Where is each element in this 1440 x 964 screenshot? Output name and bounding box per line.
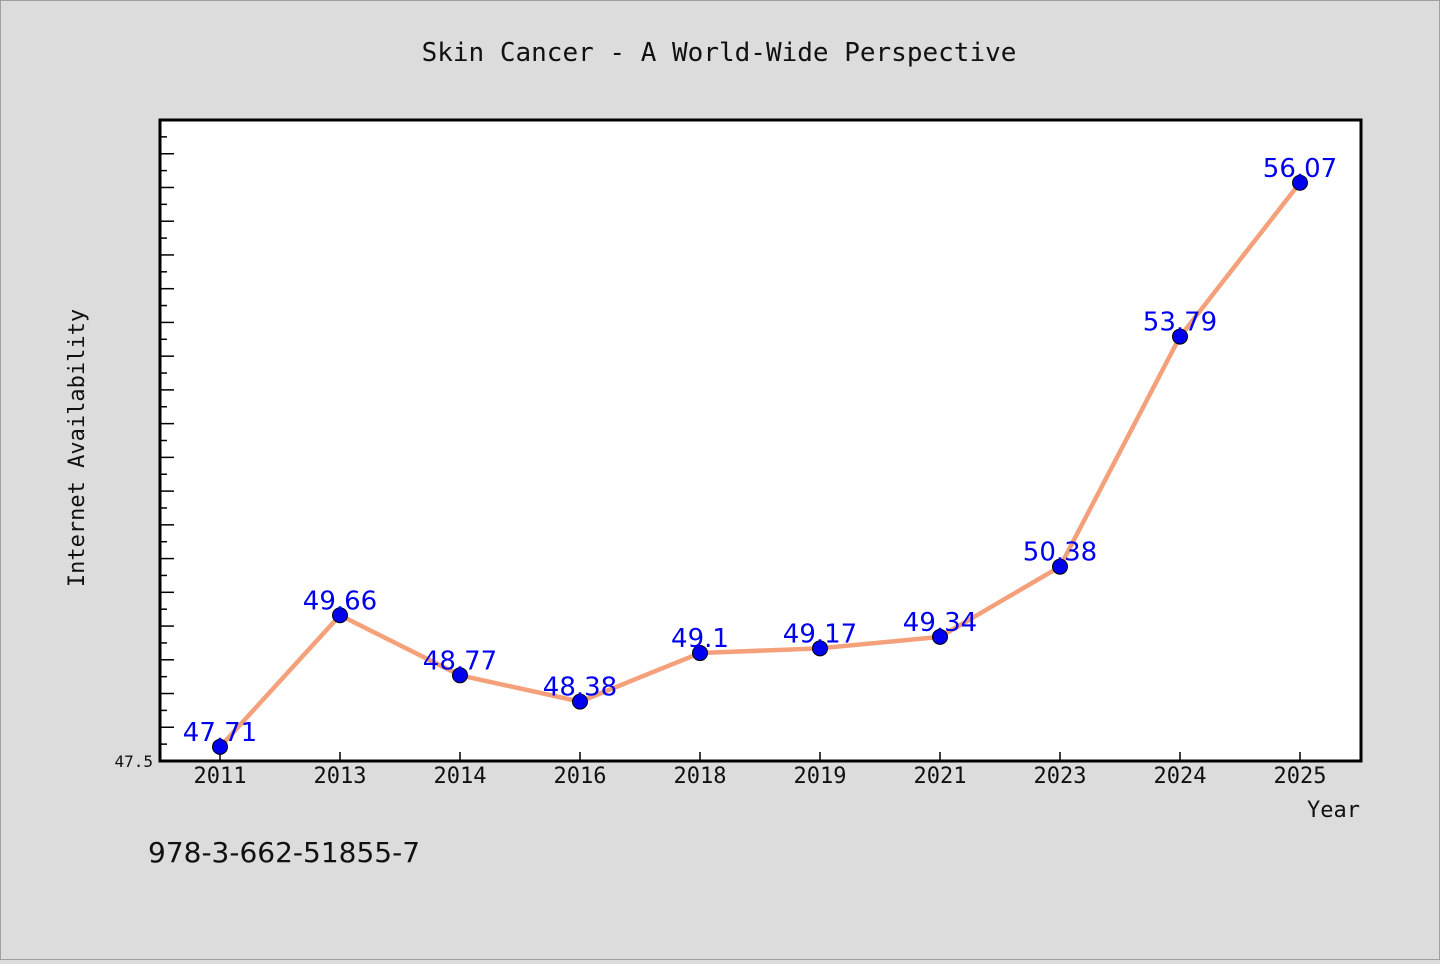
x-tick-label: 2023 [1034, 764, 1087, 789]
x-tick-label: 2024 [1154, 764, 1207, 789]
x-axis-ticks [219, 752, 1301, 761]
data-label: 49.17 [783, 619, 857, 649]
series-line [217, 180, 1303, 750]
data-label: 49.34 [903, 608, 977, 638]
data-point [572, 693, 588, 710]
y-tick-labels: 47.5 [114, 752, 153, 771]
x-tick-label: 2019 [794, 764, 847, 789]
data-point [1172, 328, 1188, 345]
data-point [1052, 558, 1068, 575]
data-label: 49.1 [671, 624, 729, 654]
x-axis-label: Year [1307, 798, 1360, 823]
data-point [692, 645, 708, 662]
data-label: 56.07 [1263, 154, 1337, 184]
data-label: 50.38 [1023, 538, 1097, 568]
data-point [1292, 174, 1308, 191]
x-tick-labels: 2011 2013 2014 2016 2018 2019 2021 2023 2024 2025 [194, 764, 1327, 789]
plot-area [158, 118, 1363, 763]
x-tick-label: 2018 [674, 764, 727, 789]
data-label: 49.66 [303, 586, 377, 616]
data-point [812, 640, 828, 657]
data-point [932, 628, 948, 645]
x-tick-label: 2013 [314, 764, 367, 789]
x-tick-label: 2021 [914, 764, 967, 789]
x-tick-label: 2011 [194, 764, 247, 789]
y-axis-label: Internet Availability [65, 309, 90, 587]
isbn-text: 978-3-662-51855-7 [148, 836, 420, 869]
chart-title: Skin Cancer - A World-Wide Perspective [422, 38, 1017, 68]
x-tick-label: 2016 [554, 764, 607, 789]
x-tick-label: 2014 [434, 764, 487, 789]
y-tick-label: 47.5 [114, 752, 153, 771]
data-point [332, 607, 348, 624]
series-line-group [217, 180, 1303, 750]
data-label: 48.38 [543, 673, 617, 703]
data-label: 53.79 [1143, 308, 1217, 338]
x-tick-label: 2025 [1274, 764, 1327, 789]
data-label: 48.77 [423, 646, 497, 676]
data-labels: 47.71 49.66 48.77 48.38 49.1 49.17 49.34 50.38 5… [183, 154, 1337, 748]
y-axis-ticks [160, 136, 174, 762]
data-point [212, 738, 228, 755]
data-points [212, 174, 1308, 755]
data-label: 47.71 [183, 718, 257, 748]
data-point [452, 667, 468, 684]
